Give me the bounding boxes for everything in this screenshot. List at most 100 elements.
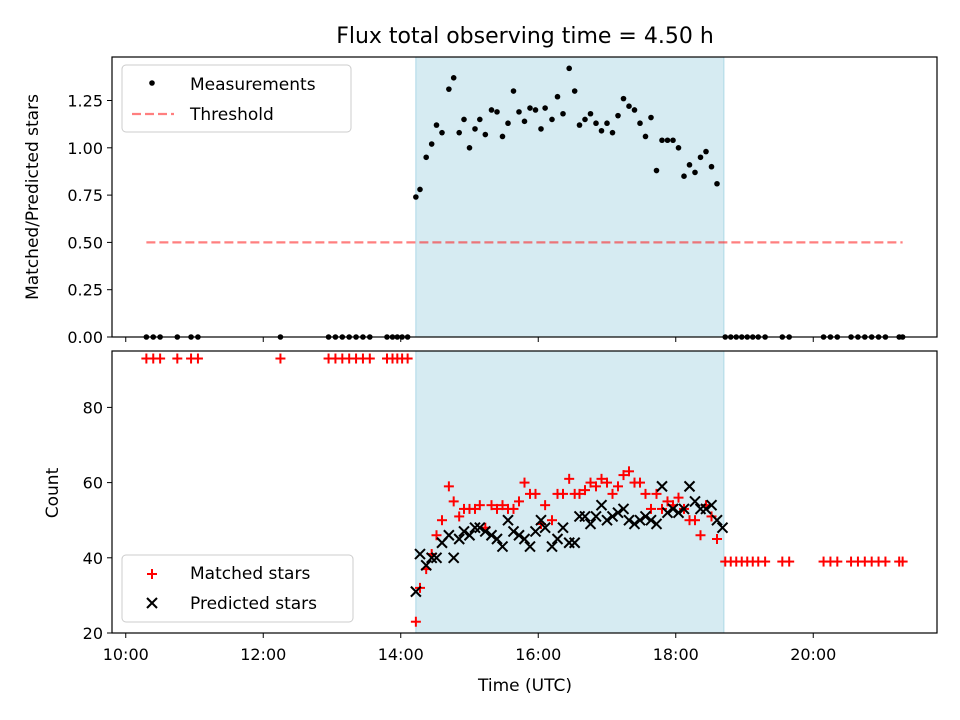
matched-star-point	[596, 473, 607, 484]
matched-star-point	[635, 477, 645, 488]
predicted-star-point	[410, 585, 422, 598]
predicted-star-point	[650, 518, 663, 530]
matched-star-point	[695, 530, 706, 541]
y-tick-label: 60	[83, 474, 103, 493]
predicted-star-point	[612, 506, 624, 519]
predicted-star-point	[645, 514, 657, 526]
predicted-star-point	[590, 510, 602, 523]
y-tick-label: 20	[83, 624, 103, 643]
measurement-point	[446, 86, 452, 92]
measurement-point	[598, 127, 605, 134]
bottom-x-axis: 10:00 12:00 14:00 16:00 18:00 20:00	[103, 633, 836, 664]
predicted-star-point	[628, 518, 641, 530]
y-tick-label: 0.75	[67, 186, 103, 205]
measurement-point	[461, 116, 467, 123]
x-tick-label: 16:00	[515, 645, 561, 664]
measurement-point	[686, 162, 693, 168]
top-x-axis	[125, 337, 814, 342]
measurement-point	[560, 110, 566, 117]
predicted-star-point	[430, 552, 443, 564]
predicted-star-point	[634, 514, 646, 526]
predicted-star-point	[502, 514, 514, 526]
matched-star-point	[454, 511, 465, 522]
predicted-star-point	[667, 503, 679, 515]
legend-label-matched-stars: Matched stars	[190, 564, 310, 584]
predicted-star-point	[496, 540, 509, 553]
y-tick-label: 80	[83, 398, 103, 417]
measurement-point	[477, 116, 483, 123]
matched-star-point	[712, 534, 722, 544]
matched-star-point	[155, 353, 166, 364]
predicted-star-point	[705, 499, 718, 511]
matched-star-point	[580, 485, 590, 496]
measurement-point	[631, 107, 638, 113]
predicted-stars-layer	[410, 480, 729, 598]
x-tick-label: 18:00	[653, 645, 699, 664]
predicted-star-point	[463, 529, 476, 541]
measurement-point	[554, 93, 561, 100]
matched-star-point	[591, 481, 601, 492]
measurement-point	[571, 88, 578, 94]
measurement-point	[549, 116, 555, 123]
measurement-point	[609, 129, 616, 136]
measurement-point	[664, 137, 671, 144]
predicted-star-point	[518, 533, 531, 545]
x-tick-label: 12:00	[240, 645, 286, 664]
predicted-star-point	[606, 510, 619, 523]
matched-star-point	[492, 503, 502, 514]
measurement-point	[670, 137, 676, 144]
measurement-point	[714, 180, 720, 187]
measurement-point	[510, 88, 517, 94]
measurement-point	[587, 110, 594, 117]
measurement-point	[494, 109, 500, 115]
y-tick-label: 1.00	[67, 139, 103, 158]
matched-star-point	[673, 492, 684, 503]
measurement-point	[527, 105, 533, 111]
predicted-star-point	[513, 529, 525, 541]
bottom-legend-box	[121, 554, 354, 623]
predicted-star-point	[474, 522, 486, 534]
matched-star-point	[897, 556, 908, 567]
predicted-star-point	[595, 499, 608, 511]
bottom-y-axis-label: Count	[43, 467, 63, 518]
predicted-star-point	[568, 537, 581, 549]
top-plot-frame	[111, 56, 938, 338]
matched-star-point	[443, 481, 454, 492]
predicted-star-point	[414, 548, 426, 560]
legend-label-measurements: Measurements	[190, 75, 316, 95]
predicted-star-point	[539, 522, 551, 534]
measurement-point	[472, 126, 478, 132]
predicted-star-point	[425, 552, 438, 564]
measurement-point	[626, 103, 632, 109]
measurement-point	[521, 118, 528, 125]
measurement-point	[653, 167, 660, 174]
predicted-star-point	[546, 540, 558, 553]
matched-star-point	[618, 470, 629, 481]
matched-star-point	[172, 353, 183, 364]
predicted-star-point	[485, 529, 498, 541]
predicted-star-point	[469, 522, 481, 534]
predicted-star-point	[678, 503, 690, 515]
measurement-point	[499, 133, 506, 140]
predicted-star-point	[700, 503, 712, 515]
matched-star-point	[613, 481, 623, 492]
matched-star-point	[530, 488, 541, 499]
matched-star-point	[486, 500, 497, 511]
measurements-legend-marker	[149, 80, 155, 86]
measurement-point	[482, 131, 489, 138]
measurement-point	[505, 120, 511, 127]
matched-star-point	[657, 503, 667, 514]
predicted-star-point	[584, 518, 597, 530]
matched-star-point	[784, 556, 795, 567]
top-shaded-span	[415, 56, 725, 338]
x-axis-label: Time (UTC)	[477, 676, 572, 696]
predicted-star-point	[507, 525, 520, 538]
matched-star-point	[760, 556, 771, 567]
measurement-point	[488, 107, 495, 113]
predicted-star-point	[711, 514, 723, 526]
predicted-star-point	[447, 552, 460, 564]
predicted-star-point	[601, 514, 613, 526]
y-tick-label: 0.00	[67, 328, 103, 347]
measurement-point	[542, 105, 548, 111]
